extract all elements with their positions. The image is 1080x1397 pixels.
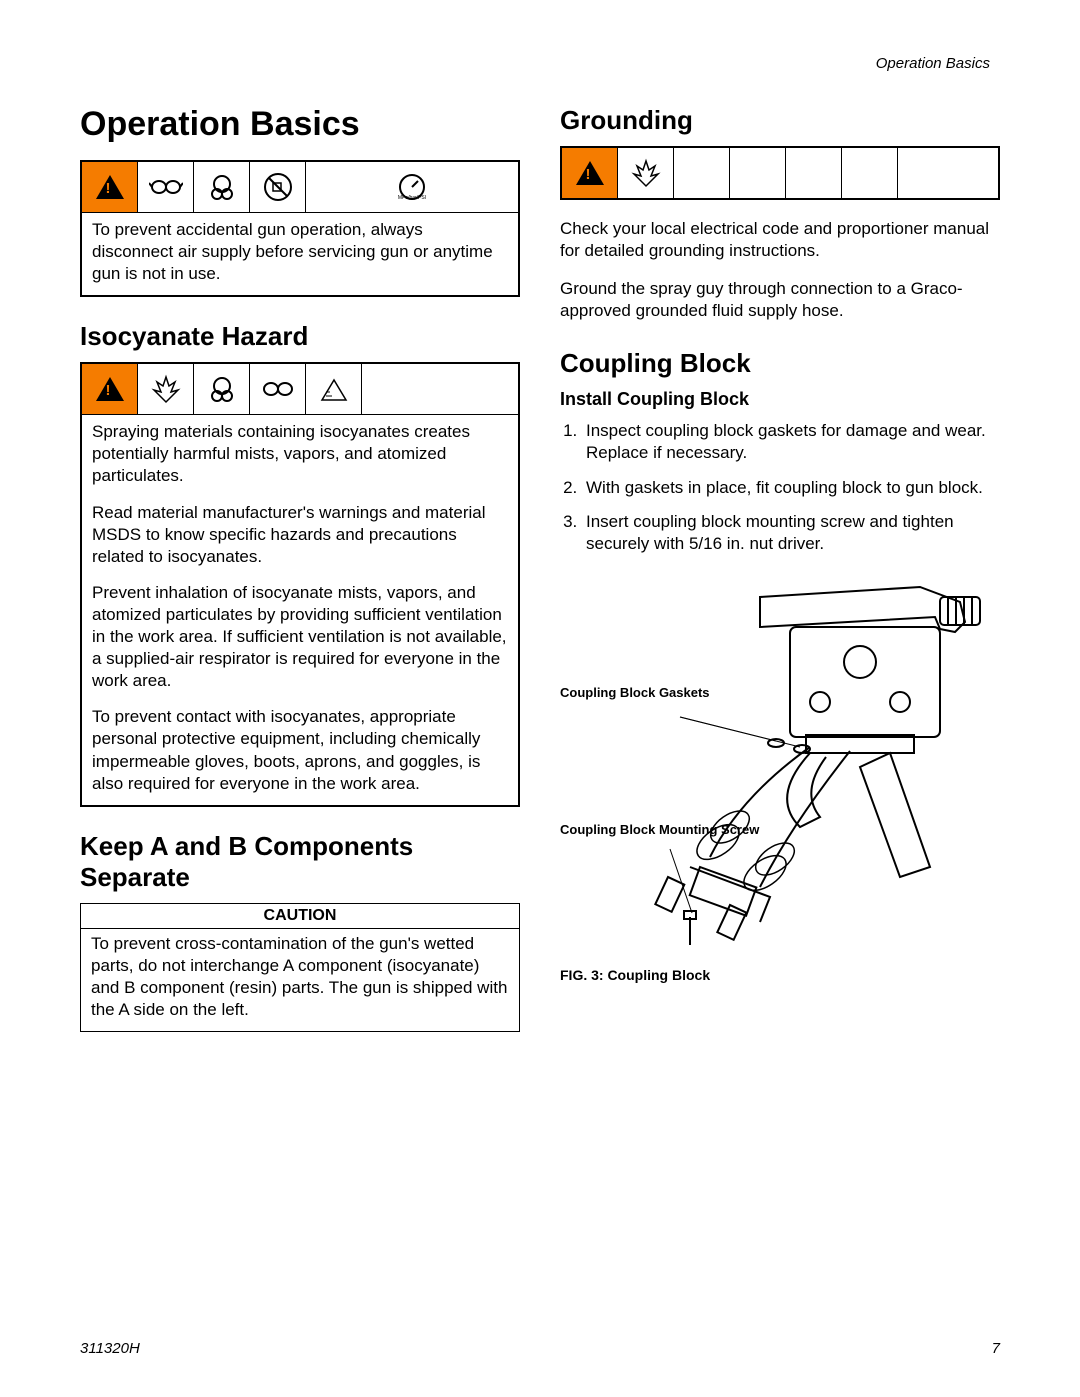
iso-p4: To prevent contact with isocyanates, app… [92, 706, 508, 794]
doc-number: 311320H [80, 1340, 140, 1357]
coupling-subheading: Install Coupling Block [560, 389, 1000, 410]
warning-text: To prevent accidental gun operation, alw… [82, 213, 518, 295]
warning-icon-row: MPa/bar/PSI [82, 162, 518, 213]
caution-text: To prevent cross-contamination of the gu… [81, 929, 519, 1031]
figure-caption: FIG. 3: Coupling Block [560, 967, 1000, 983]
warning-triangle-icon [562, 148, 618, 198]
warning-icon-row [562, 148, 998, 198]
coupling-heading: Coupling Block [560, 348, 1000, 379]
iso-p2: Read material manufacturer's warnings an… [92, 502, 508, 568]
left-column: Operation Basics MPa/bar/PSI To prevent … [80, 105, 520, 1032]
running-header: Operation Basics [876, 55, 990, 72]
list-item: With gaskets in place, fit coupling bloc… [582, 477, 1000, 499]
caution-label: CAUTION [81, 904, 519, 929]
list-item: Inspect coupling block gaskets for damag… [582, 420, 1000, 464]
spacer [674, 148, 730, 198]
page-title: Operation Basics [80, 105, 520, 144]
two-column-layout: Operation Basics MPa/bar/PSI To prevent … [80, 105, 1000, 1032]
keep-separate-heading: Keep A and B Components Separate [80, 831, 520, 893]
figure-coupling-block: Coupling Block Gaskets Coupling Block Mo… [560, 567, 1000, 967]
fire-icon [138, 364, 194, 414]
pressure-gauge-icon: MPa/bar/PSI [306, 162, 518, 212]
iso-p1: Spraying materials containing isocyanate… [92, 421, 508, 487]
goggles-icon [138, 162, 194, 212]
spacer [730, 148, 786, 198]
warning-box-isocyanate: Spraying materials containing isocyanate… [80, 362, 520, 806]
label-gaskets: Coupling Block Gaskets [560, 685, 710, 701]
grounding-heading: Grounding [560, 105, 1000, 136]
fire-icon [618, 148, 674, 198]
label-mounting-screw: Coupling Block Mounting Screw [560, 822, 759, 838]
warning-triangle-icon [82, 364, 138, 414]
spacer [362, 364, 518, 414]
iso-p3: Prevent inhalation of isocyanate mists, … [92, 582, 508, 692]
warning-text: Spraying materials containing isocyanate… [82, 415, 518, 804]
respirator-icon [194, 364, 250, 414]
svg-text:MPa/bar/PSI: MPa/bar/PSI [398, 195, 426, 201]
grounding-p2: Ground the spray guy through connection … [560, 278, 1000, 322]
right-column: Grounding Check your local electrical co… [560, 105, 1000, 1032]
spacer [786, 148, 842, 198]
list-item: Insert coupling block mounting screw and… [582, 511, 1000, 555]
goggles-icon [250, 364, 306, 414]
ventilation-icon [306, 364, 362, 414]
caution-box: CAUTION To prevent cross-contamination o… [80, 903, 520, 1032]
coupling-block-diagram [560, 567, 990, 947]
grounding-p1: Check your local electrical code and pro… [560, 218, 1000, 262]
warning-paragraph: To prevent accidental gun operation, alw… [92, 219, 508, 285]
spacer [898, 148, 998, 198]
isocyanate-heading: Isocyanate Hazard [80, 321, 520, 352]
page-footer: 311320H 7 [80, 1340, 1000, 1357]
no-spray-icon [250, 162, 306, 212]
spacer [842, 148, 898, 198]
warning-triangle-icon [82, 162, 138, 212]
warning-icon-row [82, 364, 518, 415]
coupling-steps: Inspect coupling block gaskets for damag… [560, 420, 1000, 554]
respirator-icon [194, 162, 250, 212]
page-number: 7 [992, 1340, 1000, 1357]
warning-box-operation: MPa/bar/PSI To prevent accidental gun op… [80, 160, 520, 297]
warning-box-grounding [560, 146, 1000, 200]
